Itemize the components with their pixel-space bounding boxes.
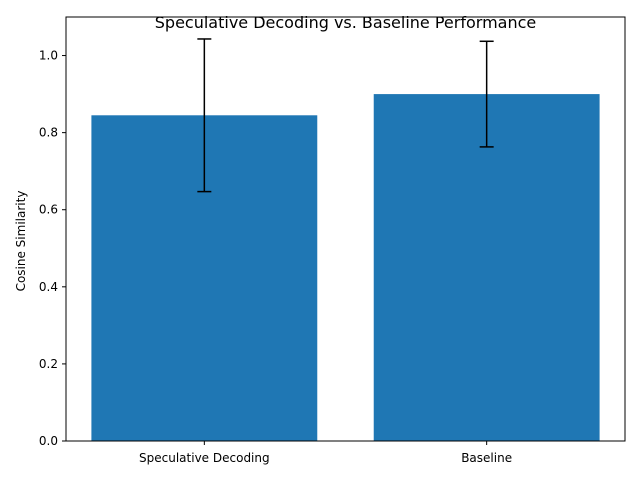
y-tick-label: 0.8: [39, 126, 58, 140]
y-tick-label: 0.2: [39, 357, 58, 371]
errorbar: [197, 38, 212, 193]
y-tick-label: 0.6: [39, 203, 58, 217]
x-tick-label: Baseline: [461, 451, 512, 465]
y-axis: 0.0 0.2 0.4 0.6 0.8 1.0: [39, 49, 66, 448]
y-tick-label: 0.0: [39, 434, 58, 448]
errorbars-group: [197, 38, 494, 193]
bars-group: [91, 94, 600, 442]
plot-frame: [65, 16, 626, 442]
errorbar: [479, 40, 494, 148]
x-tick-label: Speculative Decoding: [139, 451, 270, 465]
chart-title: Speculative Decoding vs. Baseline Perfor…: [155, 13, 536, 32]
y-axis-label: Cosine Similarity: [14, 191, 28, 292]
y-tick-label: 1.0: [39, 49, 58, 63]
y-tick-label: 0.4: [39, 280, 58, 294]
bar-baseline: [373, 94, 600, 441]
x-axis: Speculative Decoding Baseline: [139, 441, 512, 465]
